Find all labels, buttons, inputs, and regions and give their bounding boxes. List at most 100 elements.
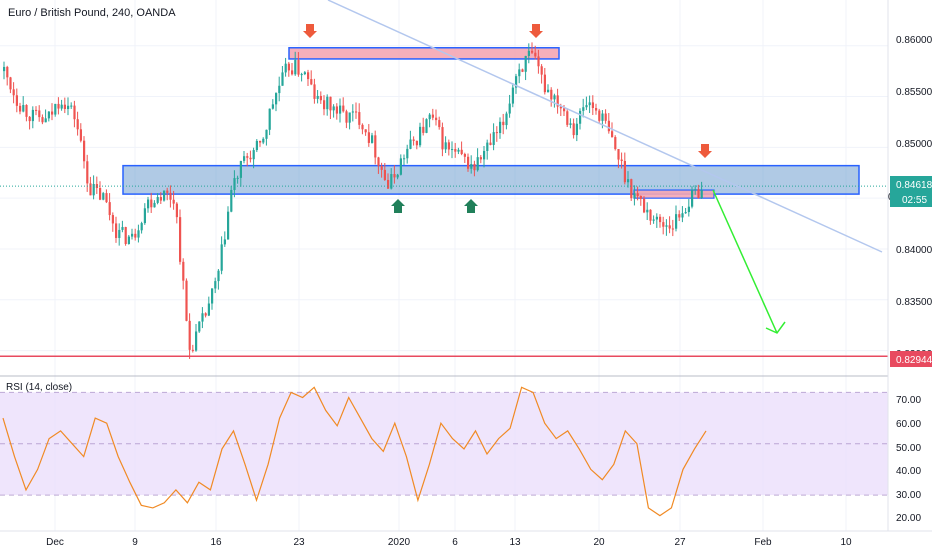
candle-body	[127, 236, 130, 244]
candle-body	[483, 150, 486, 160]
candle-body	[377, 157, 380, 166]
candle-body	[342, 105, 345, 112]
candle-body	[220, 244, 223, 271]
candle-body	[15, 95, 18, 106]
candle-body	[195, 331, 198, 351]
rsi-axis[interactable]: 70.00 60.00 50.00 40.00 30.00 20.00	[896, 395, 921, 524]
candle-body	[588, 102, 591, 106]
candle-body	[406, 148, 409, 159]
candle-body	[479, 157, 482, 160]
candle-body	[476, 157, 479, 171]
candle-body	[675, 214, 678, 229]
buy-marker-arrow	[391, 199, 405, 213]
candle-body	[99, 188, 102, 200]
candle-body	[335, 106, 338, 114]
support-zone	[122, 164, 860, 195]
rsi-tick: 30.00	[896, 490, 921, 501]
candle-body	[175, 203, 178, 218]
candle-body	[655, 216, 658, 220]
candle-body	[249, 157, 252, 160]
candle-body	[614, 137, 617, 150]
price-tick: 0.85000	[896, 139, 932, 150]
candle-body	[294, 59, 297, 75]
candle-body	[9, 77, 12, 90]
candle-body	[556, 95, 559, 107]
candle-body	[681, 213, 684, 218]
candle-body	[236, 177, 239, 179]
candle-body	[623, 160, 626, 183]
sell-marker-arrow	[303, 24, 317, 38]
candle-body	[92, 184, 95, 196]
candle-body	[694, 189, 697, 191]
candle-body	[582, 107, 585, 111]
candle-body	[287, 63, 290, 71]
candle-body	[239, 160, 242, 178]
candle-body	[297, 59, 300, 75]
candle-body	[278, 85, 281, 94]
buy-marker-arrow	[464, 199, 478, 213]
candle-body	[537, 56, 540, 67]
candle-body	[399, 158, 402, 175]
candle-body	[412, 139, 415, 141]
candle-body	[51, 111, 54, 115]
candle-body	[188, 320, 191, 350]
candle-body	[147, 199, 150, 209]
candle-body	[351, 111, 354, 113]
candle-body	[265, 129, 268, 139]
candle-body	[563, 108, 566, 112]
candle-body	[531, 50, 534, 53]
candle-body	[118, 229, 121, 238]
candle-body	[601, 113, 604, 121]
candle-body	[428, 114, 431, 120]
candle-body	[607, 120, 610, 132]
candle-body	[508, 103, 511, 114]
candle-body	[105, 193, 108, 203]
candle-body	[409, 139, 412, 149]
candle-body	[355, 111, 358, 113]
candle-body	[313, 84, 316, 99]
candle-body	[396, 174, 399, 178]
candle-body	[527, 50, 530, 56]
candle-body	[515, 76, 518, 88]
rsi-tick: 20.00	[896, 513, 921, 524]
candle-body	[652, 219, 655, 221]
candle-body	[422, 126, 425, 133]
candle-body	[415, 140, 418, 146]
candle-body	[124, 227, 127, 244]
price-axis[interactable]: 0.86000 0.85500 0.85000 0.84000 0.83500 …	[888, 35, 932, 367]
rsi-tick: 50.00	[896, 443, 921, 454]
time-axis[interactable]: Dec 9 16 23 2020 6 13 20 27 Feb 10	[46, 537, 852, 548]
candle-body	[534, 52, 537, 57]
candle-body	[678, 214, 681, 218]
time-tick: 13	[509, 537, 521, 548]
candle-body	[35, 109, 38, 111]
candle-body	[230, 190, 233, 212]
candle-body	[329, 96, 332, 111]
candle-body	[630, 179, 633, 199]
candle-body	[163, 190, 166, 201]
candle-body	[211, 288, 214, 304]
candle-body	[511, 87, 514, 104]
time-tick: 9	[132, 537, 138, 548]
candle-body	[460, 149, 463, 155]
candle-body	[332, 106, 335, 111]
candle-body	[524, 55, 527, 72]
rsi-line	[2, 386, 707, 517]
candle-body	[191, 349, 194, 351]
candle-body	[102, 193, 105, 200]
candle-body	[22, 105, 25, 112]
time-tick: 6	[452, 537, 458, 548]
candle-body	[339, 105, 342, 114]
candle-body	[268, 108, 271, 130]
candle-body	[425, 119, 428, 133]
candle-body	[393, 174, 396, 178]
candle-body	[495, 132, 498, 134]
candle-body	[431, 114, 434, 118]
candle-body	[499, 121, 502, 134]
candle-body	[12, 89, 15, 96]
candle-body	[326, 96, 329, 110]
candle-body	[19, 105, 22, 112]
candle-body	[454, 149, 457, 152]
